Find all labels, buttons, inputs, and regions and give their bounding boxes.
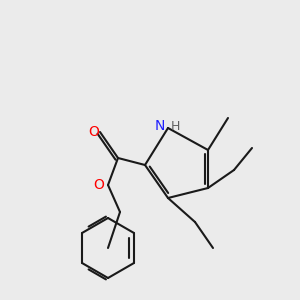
Text: N: N [154,119,165,133]
Text: O: O [93,178,104,192]
Text: H: H [171,119,180,133]
Text: O: O [88,125,99,139]
